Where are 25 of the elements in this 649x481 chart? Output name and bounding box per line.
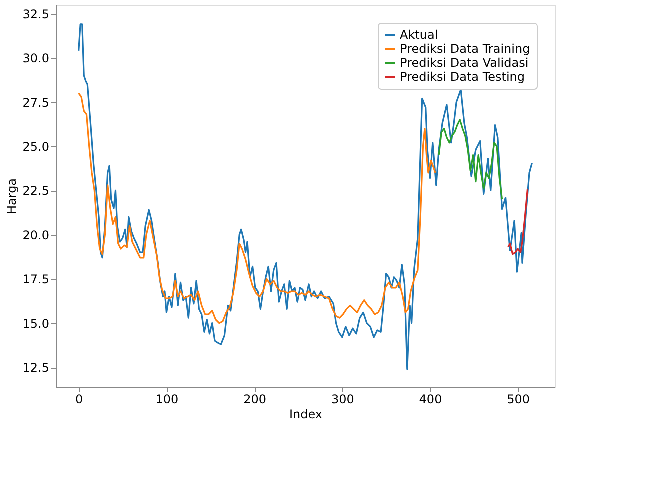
x-tick-label: 500 <box>507 392 530 406</box>
legend-label: Prediksi Data Training <box>400 42 530 56</box>
y-tick-label: 12.5 <box>22 361 50 376</box>
y-tick-label: 22.5 <box>22 184 50 198</box>
legend-label: Prediksi Data Validasi <box>400 56 529 70</box>
y-tick-label: 32.5 <box>22 7 50 22</box>
x-tick-label: 100 <box>156 392 179 406</box>
y-tick-label: 27.5 <box>22 96 50 110</box>
y-axis-title: Harga <box>4 178 19 215</box>
x-tick-label: 300 <box>331 392 354 406</box>
line-series <box>438 119 504 200</box>
y-tick-label: 17.5 <box>22 272 50 287</box>
line-series <box>78 92 436 324</box>
y-tick-label: 15.0 <box>22 316 50 331</box>
line-series <box>508 188 529 256</box>
line-series <box>78 24 533 370</box>
x-axis-title: Index <box>289 408 323 422</box>
x-tick-label: 0 <box>76 392 84 406</box>
y-tick-label: 30.0 <box>22 52 50 66</box>
x-tick-label: 200 <box>244 392 266 406</box>
y-tick-label: 20.0 <box>22 228 50 242</box>
x-tick-label: 400 <box>419 392 442 406</box>
y-tick-label: 25.0 <box>22 140 50 154</box>
legend-label: Prediksi Data Testing <box>400 70 526 84</box>
legend-label: Aktual <box>400 28 438 42</box>
